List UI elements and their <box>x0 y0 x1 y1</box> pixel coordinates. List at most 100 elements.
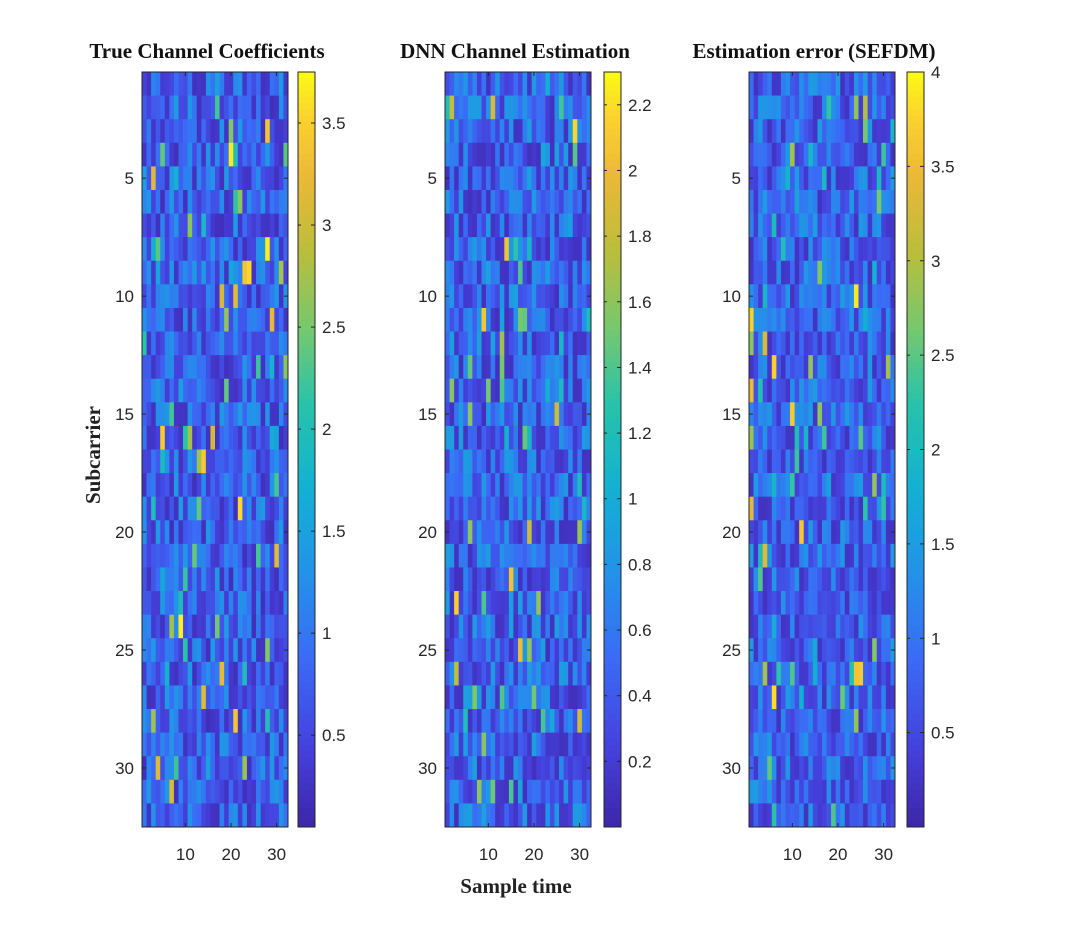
heatmap-cell <box>192 119 198 144</box>
heatmap-cell <box>531 520 537 545</box>
heatmap-cell <box>577 685 583 710</box>
heatmap-cell <box>780 331 786 356</box>
heatmap-cell <box>251 779 257 804</box>
heatmap-cell <box>758 307 764 332</box>
heatmap-cell <box>840 709 846 733</box>
heatmap-cell <box>803 756 809 781</box>
colorbar-segment <box>604 801 621 809</box>
heatmap-cell <box>527 520 533 545</box>
heatmap-cell <box>776 520 782 545</box>
heatmap-cell <box>178 355 184 380</box>
heatmap-cell <box>237 284 243 309</box>
colorbar-segment <box>604 782 621 790</box>
heatmap-cell <box>155 591 161 615</box>
heatmap-cell <box>863 803 868 828</box>
heatmap-cell <box>568 378 574 403</box>
heatmap-cell <box>540 473 546 498</box>
heatmap-cell <box>527 543 533 568</box>
heatmap-cell <box>780 473 786 498</box>
colorbar-segment <box>907 694 924 702</box>
heatmap-cell <box>463 119 469 144</box>
heatmap-cell <box>467 779 473 804</box>
heatmap-cell <box>849 142 855 167</box>
colorbar-segment <box>907 644 924 652</box>
heatmap-cell <box>237 473 243 498</box>
colorbar-segment <box>604 474 621 482</box>
heatmap-cell <box>835 355 841 380</box>
heatmap-cell <box>142 378 147 403</box>
heatmap-cell <box>527 779 533 804</box>
heatmap-cell <box>283 685 289 710</box>
heatmap-cell <box>283 732 289 757</box>
heatmap-cell <box>849 614 855 639</box>
heatmap-cell <box>224 331 230 356</box>
heatmap-cell <box>155 496 161 521</box>
heatmap-cell <box>767 803 773 828</box>
heatmap-cell <box>812 166 818 191</box>
heatmap-cell <box>269 425 275 450</box>
heatmap-cell <box>780 685 786 710</box>
heatmap-cell <box>554 189 560 214</box>
heatmap-cell <box>794 331 800 356</box>
heatmap-cell <box>758 685 764 710</box>
heatmap-cell <box>274 803 280 828</box>
heatmap-cell <box>265 803 271 828</box>
heatmap-cell <box>817 142 823 167</box>
heatmap-cell <box>853 473 859 498</box>
heatmap-cell <box>486 72 491 96</box>
heatmap-cell <box>549 732 555 757</box>
heatmap-cell <box>577 661 583 686</box>
colorbar-segment <box>298 254 315 262</box>
heatmap-cell <box>563 473 569 498</box>
heatmap-cell <box>849 355 855 380</box>
colorbar <box>603 71 622 828</box>
heatmap-cell <box>242 307 248 332</box>
heatmap-cell <box>803 95 809 120</box>
heatmap-cell <box>867 402 873 427</box>
heatmap-cell <box>840 779 846 804</box>
heatmap-cell <box>753 803 759 828</box>
colorbar-segment <box>907 197 924 205</box>
heatmap-cell <box>790 520 795 545</box>
heatmap-cell <box>767 119 773 144</box>
heatmap-cell <box>219 756 225 781</box>
heatmap-cell <box>808 638 814 663</box>
heatmap-cell <box>853 520 859 545</box>
heatmap-cell <box>831 685 837 710</box>
heatmap-cell <box>812 496 818 521</box>
heatmap-cell <box>142 685 147 710</box>
colorbar-segment <box>298 720 315 727</box>
heatmap-cell <box>495 803 501 828</box>
heatmap-cell <box>215 355 220 380</box>
heatmap-cell <box>559 72 564 96</box>
heatmap-cell <box>753 614 759 639</box>
heatmap-cell <box>513 260 519 285</box>
heatmap-cell <box>463 732 469 757</box>
heatmap-cell <box>531 119 537 144</box>
heatmap-cell <box>794 779 800 804</box>
heatmap-cell <box>867 803 873 828</box>
heatmap-cell <box>831 638 837 663</box>
heatmap-cell <box>215 543 220 568</box>
heatmap-cell <box>767 614 773 639</box>
heatmap-cell <box>808 520 814 545</box>
heatmap-cell <box>269 119 275 144</box>
heatmap-cell <box>536 449 542 474</box>
heatmap-cell <box>215 284 220 309</box>
heatmap-cell <box>256 119 261 144</box>
heatmap-cell <box>780 72 786 96</box>
heatmap-cell <box>881 591 887 615</box>
heatmap-cell <box>274 449 280 474</box>
heatmap-cell <box>776 355 782 380</box>
heatmap-cell <box>881 732 887 757</box>
heatmap-cell <box>822 402 827 427</box>
heatmap-cell <box>867 614 873 639</box>
heatmap-cell <box>486 95 491 120</box>
heatmap-cell <box>265 166 271 191</box>
heatmap-cell <box>568 756 574 781</box>
colorbar-segment <box>298 355 315 362</box>
heatmap-cell <box>256 779 261 804</box>
heatmap-cell <box>803 260 809 285</box>
heatmap-cell <box>495 661 501 686</box>
heatmap-cell <box>840 425 846 450</box>
